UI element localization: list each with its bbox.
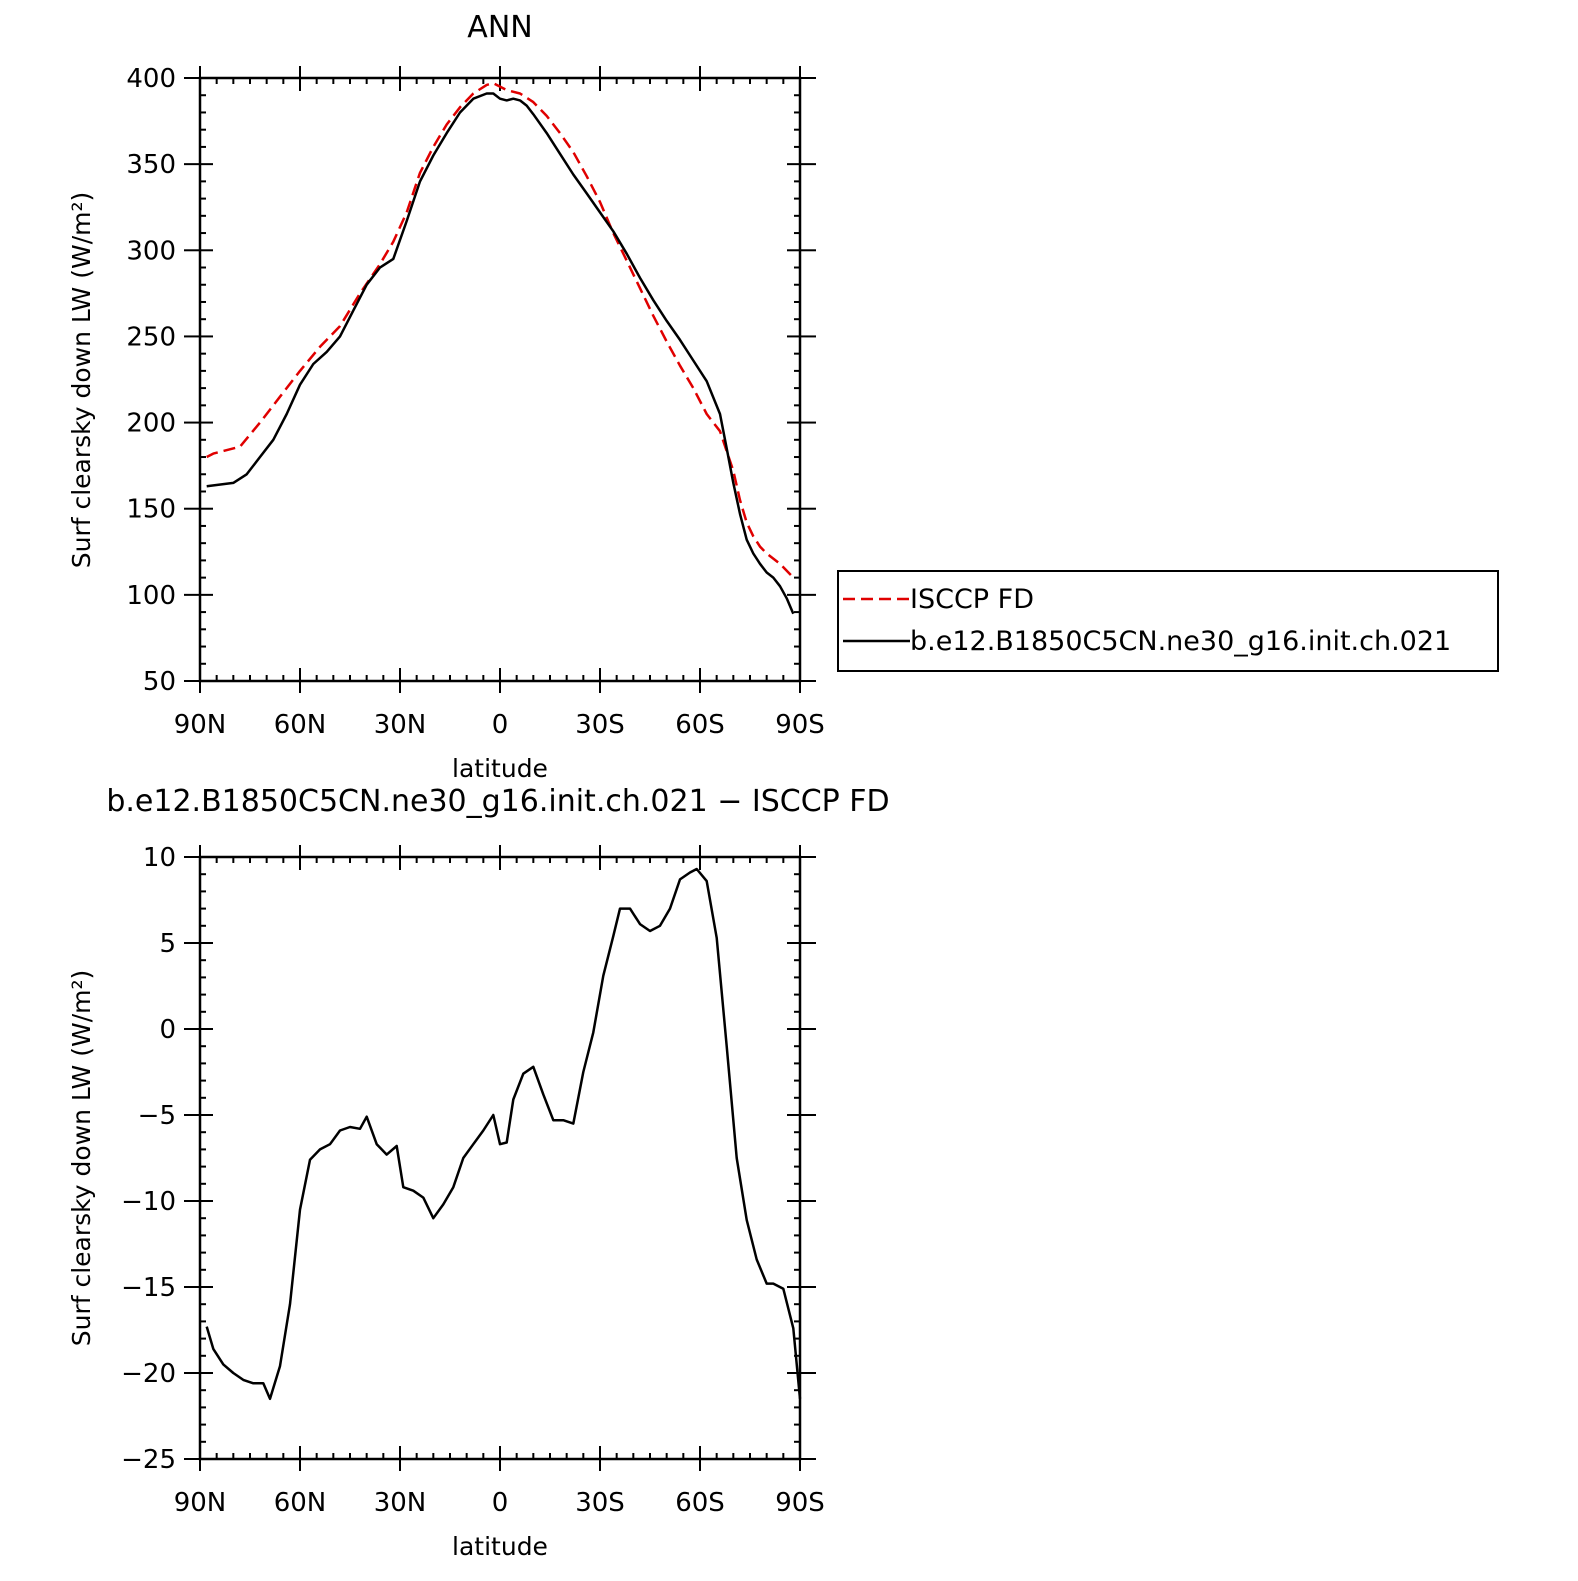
bottom-x-tick-label: 90S (775, 1488, 825, 1518)
top-y-axis-label: Surf clearsky down LW (W/m²) (67, 192, 96, 569)
bottom-series-line-0 (205, 867, 802, 1401)
top-y-tick-label: 100 (126, 581, 176, 611)
top-series-line-1 (206, 92, 795, 615)
legend-label-model: b.e12.B1850C5CN.ne30_g16.init.ch.021 (910, 626, 1451, 657)
bottom-y-tick-label: 0 (159, 1015, 176, 1045)
bottom-chart-title: b.e12.B1850C5CN.ne30_g16.init.ch.021 − I… (106, 784, 889, 819)
top-y-tick-label: 50 (143, 667, 176, 697)
bottom-y-tick-label: 5 (159, 929, 176, 959)
legend-label-isccp: ISCCP FD (910, 584, 1034, 615)
top-x-tick-label: 90N (174, 710, 227, 740)
bottom-y-tick-label: 10 (143, 843, 176, 873)
bottom-y-tick-label: −5 (138, 1101, 176, 1131)
bottom-y-tick-label: −10 (121, 1187, 176, 1217)
bottom-x-tick-label: 90N (174, 1488, 227, 1518)
bottom-x-tick-label: 30S (575, 1488, 625, 1518)
top-y-tick-label: 200 (126, 409, 176, 439)
bottom-plot-frame (198, 855, 802, 1461)
top-y-tick-label: 150 (126, 495, 176, 525)
top-x-tick-label: 0 (492, 710, 509, 740)
top-y-tick-label: 400 (126, 64, 176, 94)
top-y-tick-label: 300 (126, 236, 176, 266)
top-y-tick-label: 250 (126, 322, 176, 352)
bottom-x-axis-label: latitude (452, 1532, 548, 1561)
bottom-x-tick-label: 0 (492, 1488, 509, 1518)
top-y-tick-label: 350 (126, 150, 176, 180)
bottom-y-axis-label: Surf clearsky down LW (W/m²) (67, 970, 96, 1347)
top-panel: 90N 60N 30N 0 30S 60S 90S 50 100 150 200 250 300 350 4… (126, 64, 824, 740)
top-x-tick-label: 30N (374, 710, 427, 740)
bottom-x-tick-label: 60S (675, 1488, 725, 1518)
top-x-tick-label: 60N (274, 710, 327, 740)
bottom-panel: 90N 60N 30N 0 30S 60S 90S −25 −20 −15 −10 −5 0 5 10 (121, 843, 825, 1518)
bottom-y-tick-label: −20 (121, 1359, 176, 1389)
top-x-axis-label: latitude (452, 754, 548, 783)
legend-box (837, 570, 1499, 672)
bottom-y-tick-label: −15 (121, 1273, 176, 1303)
bottom-x-tick-label: 30N (374, 1488, 427, 1518)
top-plot-frame (198, 76, 802, 683)
bottom-y-tick-label: −25 (121, 1445, 176, 1475)
top-x-tick-label: 30S (575, 710, 625, 740)
top-x-tick-label: 90S (775, 710, 825, 740)
top-chart-title: ANN (467, 10, 532, 45)
bottom-x-tick-label: 60N (274, 1488, 327, 1518)
top-x-tick-label: 60S (675, 710, 725, 740)
top-series-line-0 (206, 81, 795, 579)
